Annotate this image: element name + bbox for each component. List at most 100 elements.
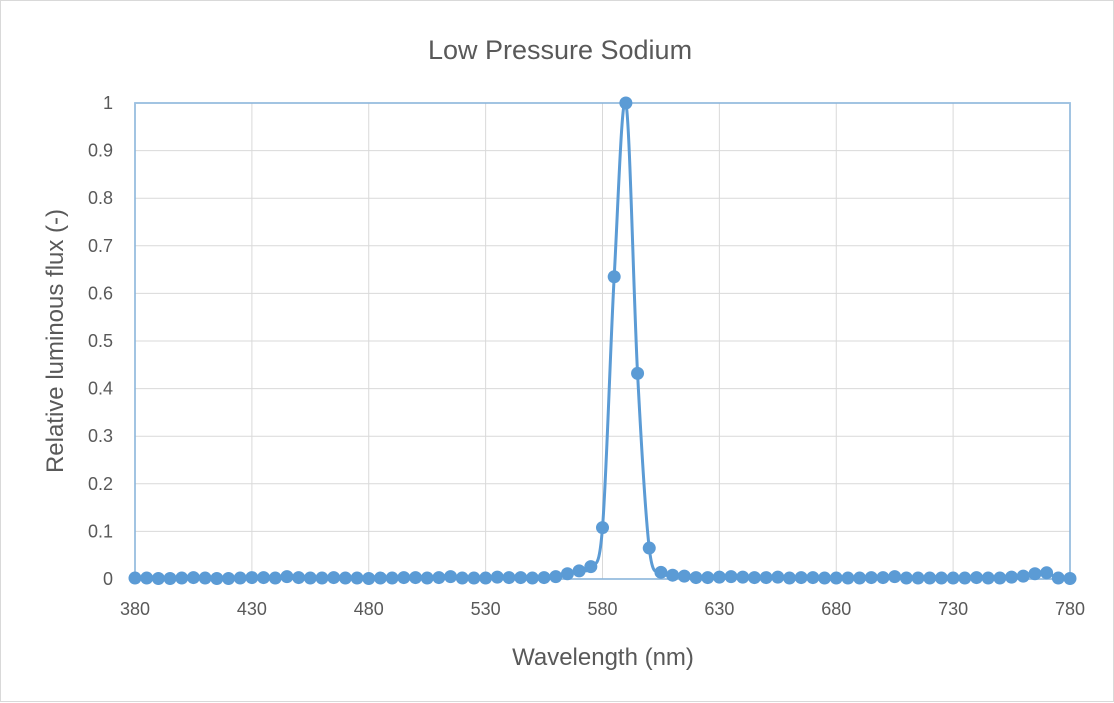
data-point [829,571,843,585]
data-point [596,521,609,535]
y-tick-label: 0.7 [88,236,113,256]
x-tick-label: 780 [1055,599,1085,619]
x-tick-label: 380 [120,599,150,619]
x-tick-label: 480 [354,599,384,619]
data-points [128,96,1077,586]
data-point [911,571,925,585]
data-point [397,571,411,585]
data-point [923,571,937,585]
data-point [163,572,177,586]
data-point [222,572,235,586]
data-point [467,571,481,585]
data-point [257,571,271,585]
data-point [210,572,224,586]
y-tick-label: 0.8 [88,188,113,208]
data-point [525,571,539,585]
data-point [1040,566,1054,580]
data-point [771,570,785,584]
plot-area [134,102,1071,580]
data-point [759,571,773,585]
data-point [642,541,656,555]
x-tick-label: 730 [938,599,968,619]
data-point [958,571,972,585]
data-point [1016,569,1030,583]
data-point [584,560,598,574]
data-point [175,571,189,585]
data-point [233,571,247,585]
data-point [350,571,364,585]
data-point [409,571,422,585]
data-point [701,571,715,585]
y-tick-label: 0 [103,569,113,589]
data-point [783,571,796,585]
data-point [864,571,878,585]
data-point [1028,567,1042,581]
x-tick-label: 530 [471,599,501,619]
y-tick-label: 0.5 [88,331,113,351]
grid [134,102,1071,580]
y-tick-label: 0.6 [88,283,113,303]
data-point [385,571,399,585]
data-point [1063,572,1077,586]
data-point [362,572,376,586]
data-point [292,571,306,585]
data-point [315,571,329,585]
data-point [420,571,434,585]
data-point [946,571,960,585]
data-point [631,366,645,380]
data-point [455,571,469,585]
data-point [806,571,820,585]
data-point [1005,570,1019,584]
data-point [549,570,563,584]
data-point [899,571,913,585]
y-axis-ticks: 0 0.1 0.2 0.3 0.4 0.5 0.6 0.7 0.8 0.9 1 [88,93,113,589]
y-tick-label: 0.4 [88,379,113,399]
chart-title: Low Pressure Sodium [428,35,692,65]
data-point [327,571,341,585]
data-point [794,571,808,585]
data-point [490,570,504,584]
data-point [747,571,761,585]
data-point [993,571,1007,585]
data-point [970,571,983,585]
data-point [689,571,703,585]
data-point [724,570,738,584]
data-point [502,571,516,585]
data-point [186,571,200,585]
data-point [818,571,832,585]
data-point [444,570,458,584]
data-point [560,567,574,581]
data-point [619,96,633,110]
data-point [479,571,493,585]
data-point [853,571,867,585]
y-tick-label: 0.2 [88,474,113,494]
data-point [537,571,551,585]
x-tick-label: 580 [587,599,617,619]
data-point [841,571,855,585]
x-axis-ticks: 380 430 480 530 580 630 680 730 780 [120,599,1085,619]
y-tick-label: 0.9 [88,141,113,161]
data-point [514,571,528,585]
x-axis-title: Wavelength (nm) [512,644,694,671]
y-tick-label: 1 [103,93,113,113]
data-point [712,570,726,584]
data-point [888,570,902,584]
y-tick-label: 0.1 [88,521,113,541]
data-point [373,571,387,585]
data-point [1051,571,1065,585]
data-point [338,571,352,585]
data-point [268,571,282,585]
data-point [981,571,995,585]
data-point [607,270,621,284]
data-point [876,571,890,585]
data-point [303,571,317,585]
x-tick-label: 430 [237,599,267,619]
data-point [245,571,259,585]
data-point [140,571,154,585]
data-point [666,568,680,582]
data-point [654,565,668,579]
data-point [151,572,165,586]
data-point [280,570,294,584]
data-point [736,570,750,584]
